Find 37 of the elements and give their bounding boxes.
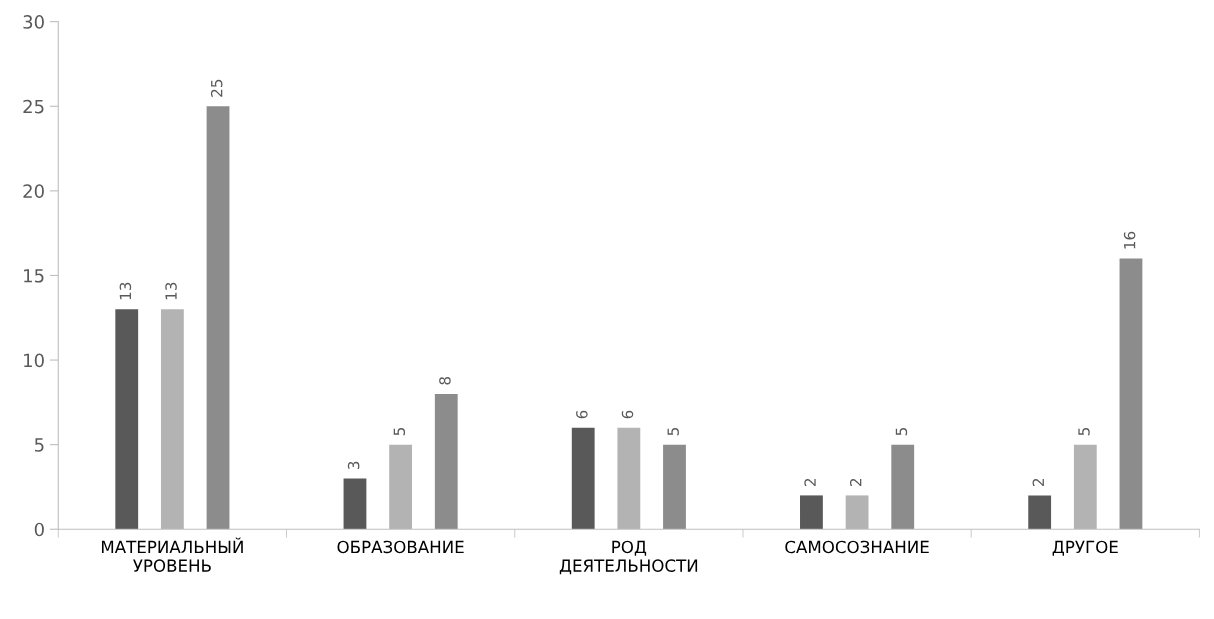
data-label: 6 [621, 410, 634, 419]
x-tick-label: МАТЕРИАЛЬНЫЙ УРОВЕНЬ [101, 537, 243, 572]
bar [115, 309, 139, 530]
bar [663, 444, 686, 530]
data-label: 5 [393, 427, 406, 436]
data-label: 8 [439, 376, 451, 385]
data-label: 5 [895, 427, 908, 436]
data-label: 16 [1123, 231, 1136, 249]
bar [434, 393, 458, 530]
x-tick-label: ОБРАЗОВАНИЕ [337, 540, 464, 554]
data-label: 5 [1078, 427, 1090, 436]
bar [800, 495, 823, 530]
bar [571, 427, 595, 530]
x-tick-label: РОД ДЕЯТЕЛЬНОСТИ [559, 540, 698, 575]
y-tick-label: 15 [24, 269, 44, 283]
data-label: 2 [804, 478, 816, 486]
data-label: 13 [119, 282, 132, 300]
y-tick-label: 30 [23, 15, 44, 29]
data-label: 2 [849, 478, 862, 486]
data-label: 3 [347, 461, 360, 469]
y-tick-label: 10 [24, 353, 44, 368]
x-tick-label: САМОСОЗНАНИЕ [785, 540, 929, 554]
bar [891, 444, 915, 530]
data-label: 25 [210, 79, 223, 97]
bar [206, 106, 230, 530]
data-label: 6 [576, 410, 588, 419]
y-tick-label: 0 [34, 522, 44, 537]
data-label: 2 [1032, 478, 1044, 486]
y-tick-label: 25 [23, 99, 44, 114]
y-tick-label: 20 [23, 184, 44, 198]
bar [1119, 258, 1143, 530]
y-tick-label: 5 [34, 438, 44, 452]
bar [1028, 495, 1052, 530]
data-label: 13 [165, 282, 177, 300]
x-tick-label: ДРУГОЕ [1052, 540, 1118, 556]
bar [343, 478, 367, 530]
data-label: 5 [667, 427, 679, 436]
